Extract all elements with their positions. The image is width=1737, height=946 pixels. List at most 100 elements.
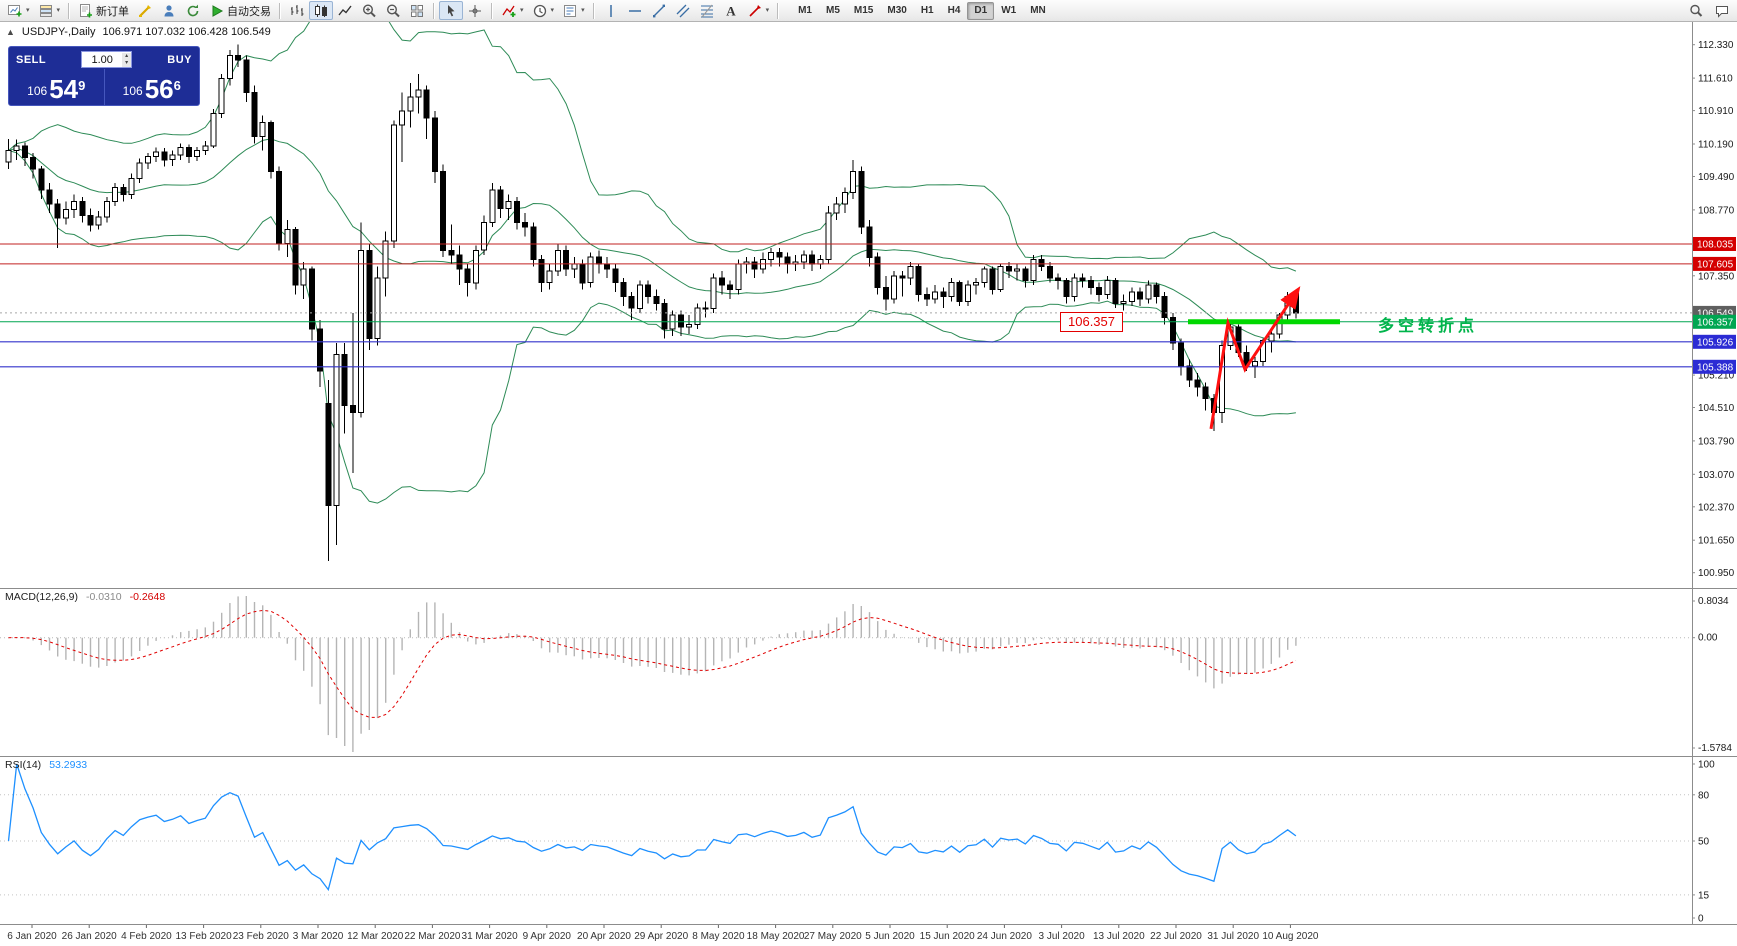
candle <box>563 249 570 270</box>
candle <box>1055 277 1062 281</box>
macd-signal-value: -0.2648 <box>129 591 166 603</box>
candle <box>374 277 381 339</box>
bollinger-band-line <box>8 150 1296 504</box>
rsi-axis-label: 100 <box>1698 760 1715 771</box>
date-tick-label: 23 Feb 2020 <box>233 931 290 942</box>
crosshair-button[interactable] <box>463 1 487 20</box>
buy-button[interactable]: 106 56 6 <box>103 69 200 106</box>
volume-spinner[interactable]: ▴ ▾ <box>122 52 132 67</box>
horizontal-line-button[interactable] <box>623 1 647 20</box>
candle <box>677 314 684 328</box>
templates-button[interactable]: ▾ <box>558 1 589 20</box>
price-tag: 106.357 <box>1693 314 1736 329</box>
candle <box>325 402 332 506</box>
rsi-indicator-label: RSI(14) 53.2933 <box>5 759 87 771</box>
tile-windows-button[interactable] <box>405 1 429 20</box>
periods-button[interactable]: ▾ <box>528 1 559 20</box>
timeframe-w1-button[interactable]: W1 <box>994 2 1023 20</box>
buy-label: BUY <box>167 53 192 66</box>
candle <box>825 212 832 261</box>
new-chart-button[interactable]: ▾ <box>3 1 34 20</box>
candle <box>1145 284 1152 300</box>
fibonacci-button[interactable] <box>695 1 719 20</box>
svg-text:A: A <box>726 3 736 18</box>
profiles-button[interactable]: ▾ <box>34 1 65 20</box>
timeframe-m1-button[interactable]: M1 <box>791 2 819 20</box>
trendline-button[interactable] <box>647 1 671 20</box>
channel-button[interactable] <box>671 1 695 20</box>
candle <box>981 268 988 284</box>
main-chart-plot-area[interactable] <box>0 22 1692 588</box>
bar-chart-button[interactable] <box>285 1 309 20</box>
rsi-plot-area[interactable] <box>0 756 1692 924</box>
candle <box>915 266 922 295</box>
candle <box>300 268 307 286</box>
volume-field[interactable]: ▴▾ <box>81 51 133 68</box>
indicators-button[interactable]: ▾ <box>497 1 528 20</box>
candle <box>1005 266 1012 272</box>
sell-button[interactable]: 106 54 9 <box>9 69 104 106</box>
cursor-button[interactable] <box>439 1 464 20</box>
candle <box>546 270 553 284</box>
arrows-button[interactable]: ▾ <box>743 1 774 20</box>
candle <box>243 59 250 93</box>
price-tick-label: 109.490 <box>1698 172 1735 183</box>
price-tick-label: 100.950 <box>1698 568 1735 579</box>
volume-up-icon[interactable]: ▴ <box>125 52 129 59</box>
linechart-icon <box>338 5 352 15</box>
new-order-button[interactable]: 新订单 <box>74 1 133 20</box>
chat-icon <box>1716 5 1728 18</box>
turning-point-label[interactable]: 多空转折点 <box>1378 317 1479 335</box>
candle <box>38 168 45 191</box>
chevron-down-icon: ▾ <box>581 7 585 14</box>
search-button[interactable] <box>1684 1 1708 20</box>
text-label-button[interactable]: A <box>719 1 743 20</box>
time-scale[interactable]: 6 Jan 2020 26 Jan 2020 4 Feb 2020 13 Feb 20… <box>7 925 1319 942</box>
chat-button[interactable] <box>1710 1 1734 20</box>
macd-panel <box>0 596 1692 752</box>
price-flag-annotation[interactable]: 106.357 <box>1060 311 1123 332</box>
zoom-in-button[interactable] <box>357 1 381 20</box>
toolbar: ▾ ▾ 新订单 自动交易 ▾ ▾ ▾ A ▾ M1 M5 M15 M30 H1 H4 D1 W1 MN <box>0 0 1737 22</box>
macd-plot-area[interactable] <box>0 588 1692 756</box>
toolbar-separator <box>68 2 71 19</box>
bars-icon <box>291 4 304 16</box>
timeframe-m5-button[interactable]: M5 <box>819 2 847 20</box>
candle <box>46 189 53 205</box>
template-icon <box>564 4 577 17</box>
line-chart-button[interactable] <box>333 1 357 20</box>
refresh-button[interactable] <box>181 1 205 20</box>
autotrading-button[interactable]: 自动交易 <box>205 1 275 20</box>
market-button[interactable] <box>157 1 181 20</box>
timeframe-h4-button[interactable]: H4 <box>941 2 968 20</box>
vertical-line-button[interactable] <box>599 1 623 20</box>
toolbar-separator <box>592 2 595 19</box>
zoom-out-button[interactable] <box>381 1 405 20</box>
candle <box>653 296 660 305</box>
macd-axis-label: 0.8034 <box>1698 596 1729 607</box>
trend-arrow-annotation[interactable] <box>1209 286 1301 430</box>
main-price-panel <box>0 22 1692 562</box>
timeframe-h1-button[interactable]: H1 <box>914 2 941 20</box>
price-tick-label: 107.350 <box>1698 271 1735 282</box>
timeframe-d1-button[interactable]: D1 <box>967 1 995 20</box>
trend-icon <box>652 4 665 17</box>
candle <box>1079 277 1086 281</box>
volume-input[interactable] <box>82 53 123 66</box>
volume-down-icon[interactable]: ▾ <box>125 59 129 66</box>
candle <box>1022 268 1029 281</box>
timeframe-m30-button[interactable]: M30 <box>880 2 913 20</box>
cursor-icon <box>448 4 455 16</box>
metaeditor-button[interactable] <box>133 1 157 20</box>
candle <box>472 249 479 284</box>
date-tick-label: 10 Aug 2020 <box>1262 931 1319 942</box>
price-scale[interactable]: 112.330 111.610 110.910 110.190 109.490 108.7… <box>1692 40 1736 925</box>
one-click-collapse-arrow[interactable]: ▲ <box>6 27 15 37</box>
timeframe-m15-button[interactable]: M15 <box>847 2 880 20</box>
bid-pips: 54 <box>49 74 79 104</box>
candle <box>1087 279 1094 288</box>
candlestick-chart-button[interactable] <box>309 1 334 20</box>
timeframe-mn-button[interactable]: MN <box>1023 2 1053 20</box>
